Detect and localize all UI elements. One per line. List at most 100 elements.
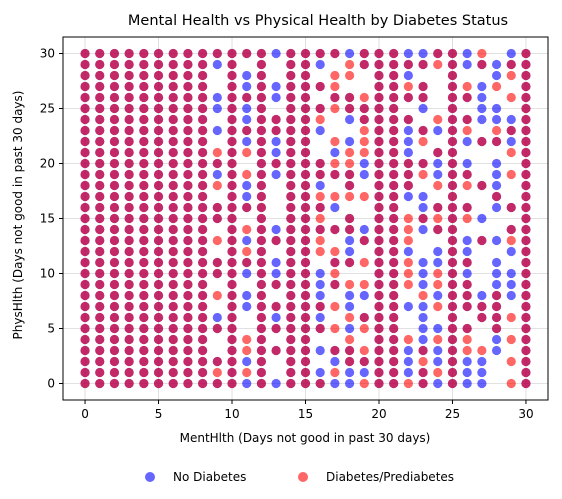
point-diabetes (139, 191, 149, 202)
point-diabetes (447, 147, 458, 158)
point-diabetes (168, 279, 178, 290)
point-diabetes (330, 191, 340, 202)
point-diabetes (433, 114, 443, 125)
point-diabetes (447, 125, 458, 136)
point-no-diabetes (462, 235, 472, 246)
point-no-diabetes (491, 70, 502, 81)
point-diabetes (521, 356, 531, 367)
point-no-diabetes (242, 378, 252, 389)
point-diabetes (227, 213, 237, 224)
point-diabetes (80, 323, 90, 334)
point-diabetes (80, 103, 90, 114)
point-diabetes (418, 213, 428, 224)
point-diabetes (256, 224, 267, 235)
point-diabetes (153, 323, 164, 334)
point-diabetes (403, 268, 413, 279)
point-diabetes (183, 103, 193, 114)
point-diabetes (447, 136, 458, 147)
point-diabetes (227, 235, 237, 246)
point-diabetes (359, 345, 369, 356)
point-diabetes (330, 169, 340, 180)
point-no-diabetes (491, 158, 502, 169)
point-diabetes (330, 367, 340, 378)
point-diabetes (286, 301, 296, 312)
point-diabetes (227, 180, 237, 191)
point-diabetes (139, 103, 149, 114)
point-diabetes (418, 136, 428, 147)
point-diabetes (198, 246, 208, 257)
point-diabetes (183, 114, 193, 125)
point-diabetes (80, 180, 90, 191)
point-diabetes (153, 257, 164, 268)
point-no-diabetes (344, 136, 355, 147)
point-diabetes (359, 59, 369, 70)
point-diabetes (183, 235, 193, 246)
point-diabetes (330, 345, 340, 356)
point-diabetes (521, 103, 531, 114)
point-diabetes (359, 356, 369, 367)
point-diabetes (462, 114, 472, 125)
point-diabetes (124, 125, 134, 136)
point-diabetes (315, 169, 325, 180)
point-diabetes (506, 356, 516, 367)
point-no-diabetes (462, 59, 472, 70)
point-diabetes (109, 301, 120, 312)
point-diabetes (153, 125, 164, 136)
point-diabetes (389, 279, 399, 290)
point-diabetes (447, 213, 458, 224)
point-no-diabetes (433, 169, 443, 180)
point-no-diabetes (359, 158, 369, 169)
point-diabetes (447, 345, 458, 356)
point-diabetes (389, 257, 399, 268)
point-diabetes (168, 312, 178, 323)
point-diabetes (330, 224, 340, 235)
point-no-diabetes (418, 323, 428, 334)
point-diabetes (139, 114, 149, 125)
point-diabetes (80, 301, 90, 312)
point-diabetes (124, 147, 134, 158)
point-diabetes (403, 92, 413, 103)
point-no-diabetes (433, 125, 443, 136)
point-diabetes (300, 70, 311, 81)
point-diabetes (198, 268, 208, 279)
point-diabetes (389, 334, 399, 345)
point-diabetes (300, 92, 311, 103)
point-diabetes (124, 334, 134, 345)
point-diabetes (80, 213, 90, 224)
point-diabetes (315, 191, 325, 202)
point-diabetes (286, 180, 296, 191)
point-diabetes (286, 103, 296, 114)
point-diabetes (521, 268, 531, 279)
point-diabetes (521, 224, 531, 235)
point-diabetes (183, 334, 193, 345)
point-diabetes (521, 114, 531, 125)
point-diabetes (359, 323, 369, 334)
point-diabetes (389, 114, 399, 125)
point-diabetes (344, 279, 355, 290)
point-diabetes (359, 92, 369, 103)
point-diabetes (477, 301, 487, 312)
point-diabetes (389, 125, 399, 136)
point-diabetes (198, 125, 208, 136)
point-no-diabetes (242, 301, 252, 312)
point-diabetes (389, 81, 399, 92)
point-diabetes (139, 290, 149, 301)
point-diabetes (315, 202, 325, 213)
point-diabetes (168, 356, 178, 367)
point-diabetes (315, 224, 325, 235)
point-diabetes (300, 301, 311, 312)
point-diabetes (359, 114, 369, 125)
point-diabetes (212, 378, 222, 389)
point-diabetes (286, 356, 296, 367)
point-diabetes (389, 180, 399, 191)
point-diabetes (124, 345, 134, 356)
point-diabetes (389, 70, 399, 81)
point-no-diabetes (330, 356, 340, 367)
point-diabetes (256, 257, 267, 268)
point-diabetes (139, 378, 149, 389)
point-diabetes (153, 81, 164, 92)
point-diabetes (418, 158, 428, 169)
point-diabetes (109, 345, 120, 356)
point-diabetes (374, 59, 384, 70)
